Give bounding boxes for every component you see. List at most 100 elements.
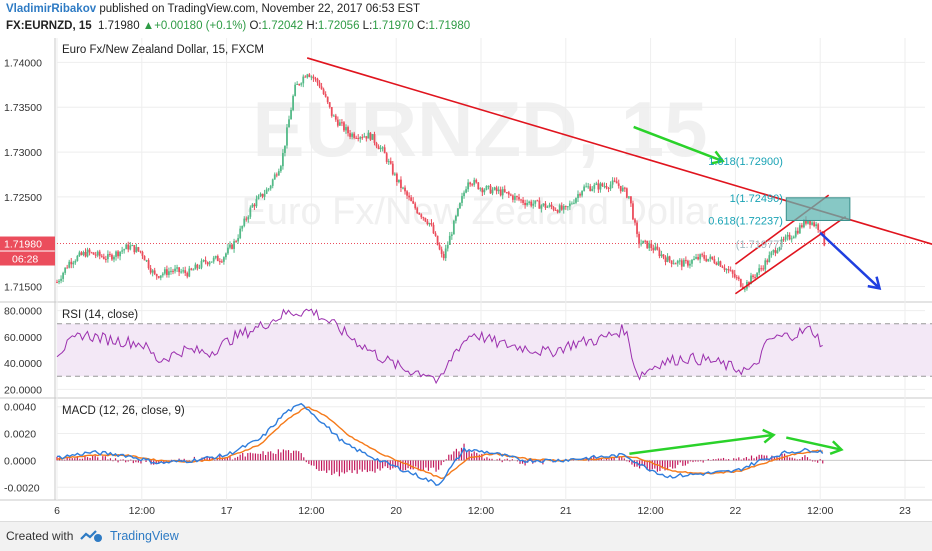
author-link[interactable]: VladimirRibakov: [6, 3, 97, 15]
candle-body: [505, 192, 508, 194]
tradingview-brand-link[interactable]: TradingView: [110, 529, 179, 543]
candle-body: [807, 220, 809, 224]
candle-body: [520, 199, 522, 201]
candle-body: [231, 244, 233, 249]
created-with-text: Created with: [6, 529, 74, 543]
candle-body: [748, 282, 750, 285]
candle-body: [566, 206, 569, 208]
candle-body: [507, 192, 510, 195]
candle-body: [444, 248, 447, 259]
candle-body: [298, 84, 301, 86]
x-tick-label: 20: [390, 505, 402, 517]
candle-body: [194, 264, 197, 270]
candle-body: [615, 181, 618, 184]
candle-body: [253, 204, 256, 207]
candle-body: [377, 146, 380, 150]
candle-body: [383, 147, 386, 154]
candle-body: [404, 187, 406, 192]
tradingview-logo-icon[interactable]: [80, 528, 104, 544]
candle-body: [493, 187, 496, 190]
candle-body: [452, 220, 455, 235]
signal-line: [56, 406, 823, 480]
blue-arrow: [819, 231, 881, 290]
candle-body: [544, 203, 547, 208]
candle-body: [758, 268, 761, 273]
candle-body: [640, 243, 643, 245]
y-tick-label: 20.0000: [4, 384, 42, 396]
candle-body: [318, 82, 321, 87]
candle-body: [562, 205, 565, 210]
candle-body: [355, 137, 358, 139]
candle-body: [522, 199, 524, 203]
candle-body: [796, 230, 799, 234]
candle-body: [225, 253, 227, 258]
candle-body: [465, 189, 467, 193]
candle-body: [127, 244, 130, 250]
candle-body: [357, 138, 360, 140]
candle-body: [556, 210, 559, 213]
candle-body: [414, 203, 417, 209]
candle-body: [776, 250, 779, 254]
candle-body: [599, 183, 602, 190]
candle-body: [147, 260, 150, 269]
high-value: 1.72056: [317, 20, 360, 32]
candle-body: [424, 217, 427, 222]
price-pane-title: Euro Fx/New Zealand Dollar, 15, FXCM: [62, 44, 264, 56]
candle-body: [204, 260, 207, 263]
candle-body: [402, 187, 404, 189]
candle-body: [632, 203, 634, 220]
candle-body: [595, 183, 598, 185]
candle-body: [593, 184, 596, 189]
candle-body: [347, 127, 349, 134]
candle-body: [691, 259, 693, 264]
macd-green-arrow: [786, 436, 842, 451]
candle-body: [473, 179, 476, 185]
candle-body: [161, 273, 164, 276]
candle-body: [304, 76, 307, 78]
candle-body: [188, 268, 191, 277]
candle-body: [406, 191, 408, 196]
candle-body: [58, 280, 60, 283]
candle-body: [214, 256, 217, 258]
y-tick-label: 1.74000: [4, 57, 42, 69]
candle-body: [153, 270, 156, 274]
candle-body: [426, 221, 429, 225]
channel-lower: [734, 215, 847, 295]
candle-body: [823, 231, 826, 246]
candle-body: [717, 261, 720, 265]
candle-body: [381, 147, 384, 149]
candle-body: [324, 94, 327, 97]
candle-body: [163, 269, 166, 274]
candle-body: [619, 185, 622, 192]
candle-body: [469, 182, 472, 185]
candle-body: [300, 83, 303, 85]
candle-body: [359, 137, 362, 139]
drawings[interactable]: 1.618(1.72900) 1(1.72490) 0.618(1.72237) (1…: [306, 57, 932, 455]
candle-body: [568, 203, 571, 207]
candle-body: [227, 247, 229, 254]
candle-body: [483, 189, 486, 193]
candle-body: [247, 216, 250, 220]
candle-body: [62, 272, 65, 279]
candle-body: [550, 204, 553, 207]
candle-body: [302, 76, 305, 84]
candle-body: [84, 251, 87, 257]
rsi-band-fill: [57, 323, 932, 377]
candle-body: [475, 179, 478, 183]
candle-body: [630, 196, 632, 204]
y-tick-label: 80.0000: [4, 306, 42, 318]
candle-body: [141, 251, 144, 256]
candle-body: [349, 133, 351, 137]
candle-body: [583, 186, 586, 191]
candle-body: [646, 240, 649, 249]
candle-body: [180, 271, 183, 273]
candle-body: [491, 189, 494, 194]
candle-body: [271, 179, 274, 186]
blue-arrow-head: [867, 276, 882, 290]
candle-body: [707, 258, 710, 262]
candle-body: [410, 197, 413, 202]
candle-body: [666, 256, 669, 262]
chart-area[interactable]: EURNZD, 15 Euro Fx/New Zealand Dollar 1.6…: [0, 38, 932, 521]
candle-body: [267, 188, 270, 190]
